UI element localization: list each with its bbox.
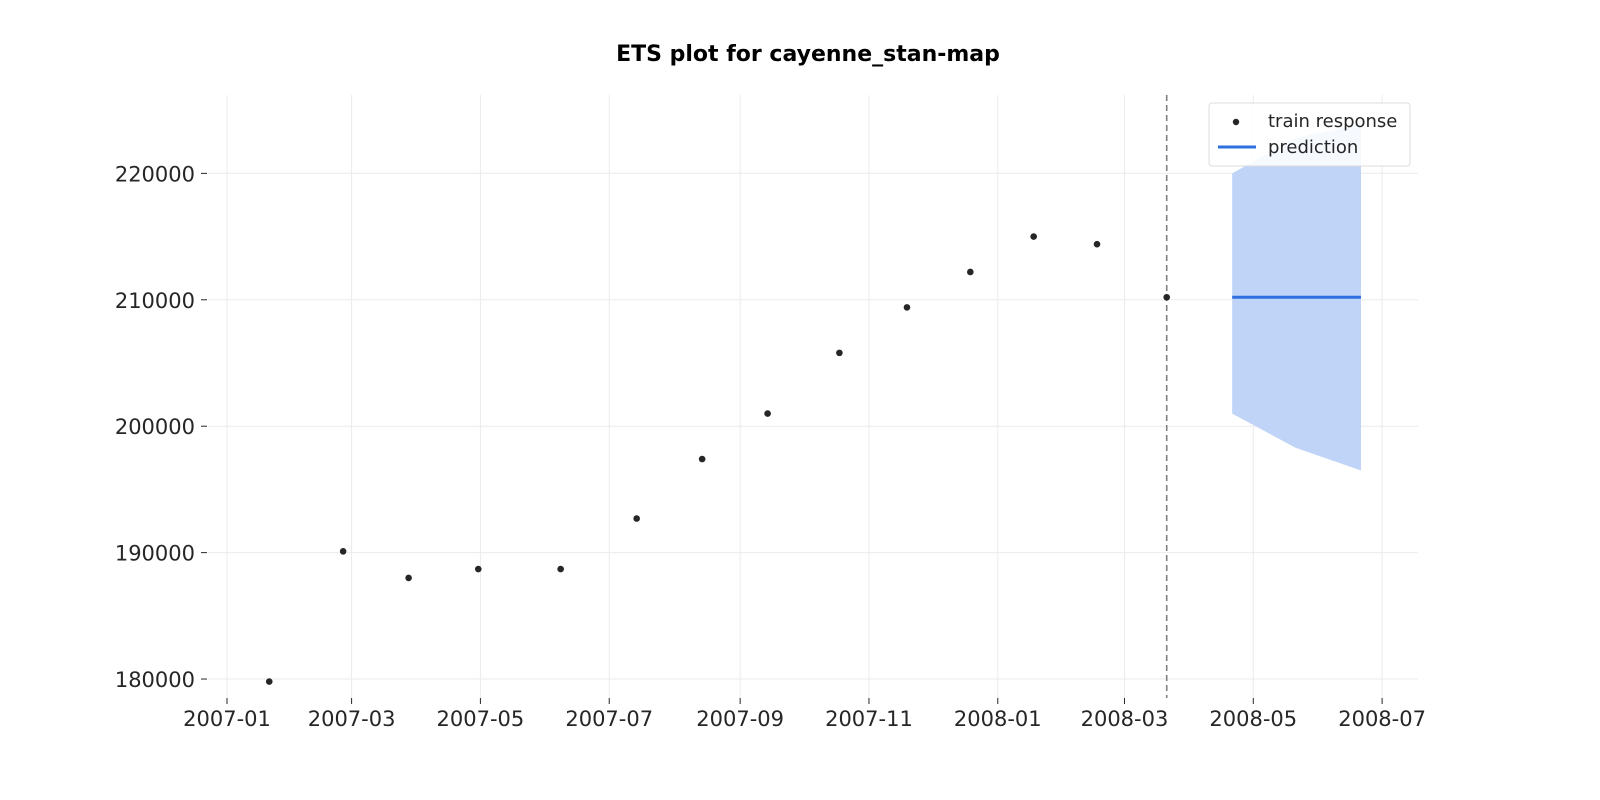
y-tick-label: 210000 [115, 289, 195, 313]
x-tick-label: 2007-05 [437, 707, 525, 731]
x-axis: 2007-01 2007-03 2007-05 2007-07 2007-09 2007-… [183, 698, 1426, 731]
train-response-point [474, 565, 482, 573]
train-response-point [764, 410, 771, 417]
x-tick-label: 2008-07 [1338, 707, 1426, 731]
train-response-point [1030, 233, 1037, 240]
legend: train response prediction [1208, 102, 1411, 167]
chart-title: ETS plot for cayenne_stan-map [616, 42, 1000, 67]
y-tick-label: 190000 [115, 542, 195, 566]
x-tick-label: 2008-05 [1209, 707, 1297, 731]
legend-label-train-response: train response [1268, 111, 1397, 132]
train-response-point [903, 304, 911, 311]
x-tick-label: 2007-09 [696, 707, 784, 731]
y-axis: 180000 190000 200000 210000 220000 [115, 162, 207, 692]
train-response-point [405, 574, 412, 582]
y-tick-label: 180000 [115, 668, 195, 692]
x-tick-label: 2008-03 [1081, 707, 1169, 731]
y-tick-label: 220000 [115, 162, 195, 186]
train-response-point [557, 565, 564, 573]
train-response-point [339, 548, 347, 555]
legend-marker-train-response [1232, 118, 1240, 126]
train-response-point [967, 268, 974, 276]
train-response-point [836, 349, 843, 357]
train-response-point [1093, 240, 1101, 248]
train-response-series [265, 233, 1171, 685]
train-response-point [265, 678, 273, 685]
legend-box [1208, 102, 1411, 167]
x-tick-label: 2007-03 [308, 707, 396, 731]
y-tick-label: 200000 [115, 415, 195, 439]
x-tick-label: 2007-11 [825, 707, 913, 731]
legend-label-prediction: prediction [1268, 137, 1358, 158]
x-tick-label: 2007-01 [183, 707, 271, 731]
train-response-point [1163, 293, 1171, 301]
x-tick-label: 2008-01 [954, 707, 1042, 731]
grid [208, 95, 1418, 698]
train-response-point [698, 455, 706, 463]
x-tick-label: 2007-07 [565, 707, 653, 731]
train-response-point [633, 515, 640, 522]
